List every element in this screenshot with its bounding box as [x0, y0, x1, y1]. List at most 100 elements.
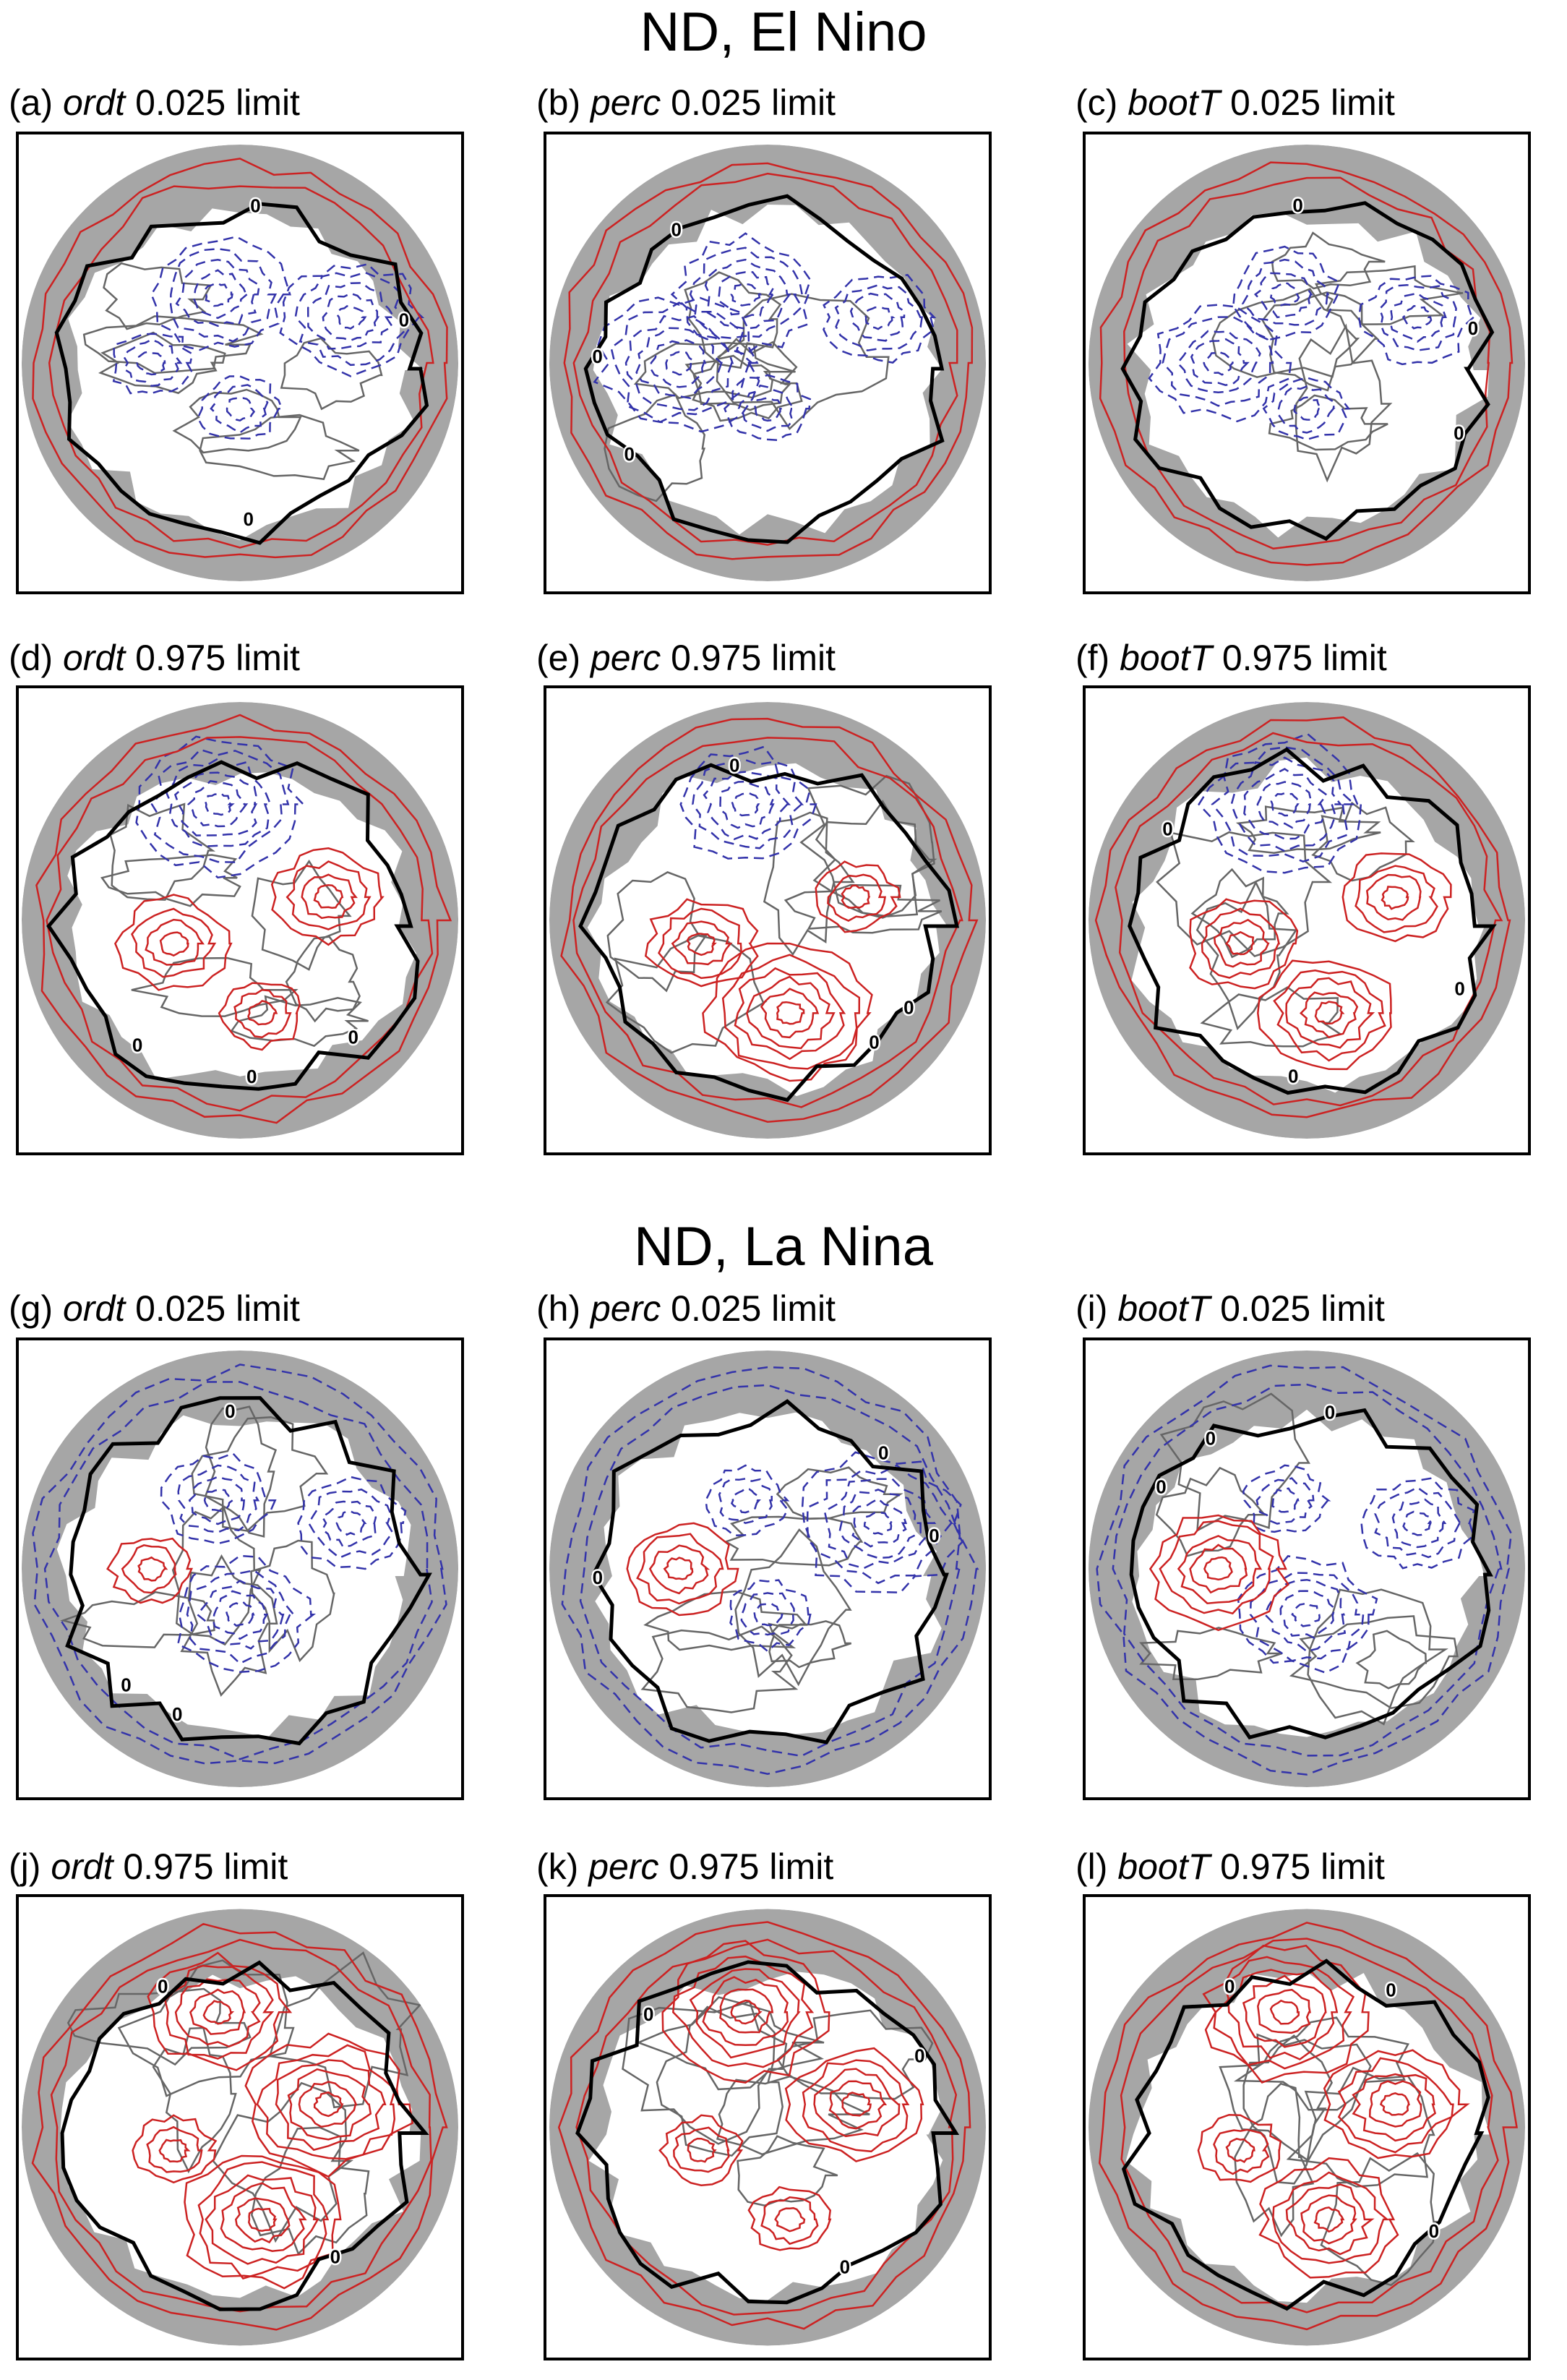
positive-contour: [687, 2137, 717, 2163]
negative-contour: [203, 1489, 236, 1512]
coastline: [734, 1528, 852, 1687]
outer-contour: [48, 185, 434, 549]
panel-letter: (k): [536, 1846, 589, 1887]
zero-contour-label: 0: [671, 218, 681, 240]
positive-contour: [760, 2196, 819, 2246]
panel-method: perc: [591, 1288, 661, 1329]
polar-projection-map: 000: [549, 1350, 986, 1787]
coastline: [180, 1554, 278, 1697]
negative-contour: [160, 1452, 277, 1545]
negative-contour: [730, 1487, 761, 1514]
negative-contour: [753, 397, 784, 422]
negative-contour: [740, 1592, 796, 1636]
unshaded-region: [67, 208, 424, 541]
negative-contour: [1270, 792, 1300, 817]
zero-contour-label: 0: [243, 508, 253, 530]
coastline: [1320, 2152, 1438, 2287]
positive-contour: [1257, 959, 1392, 1071]
polar-map-panel: 0 0 0: [1083, 1337, 1531, 1800]
positive-contour: [636, 1533, 724, 1605]
negative-contour: [670, 232, 812, 356]
coastline: [799, 774, 935, 917]
outer-contour: [563, 162, 974, 560]
outer-contour: [43, 1381, 433, 1760]
coastline: [1159, 1392, 1310, 1533]
negative-contour: [1269, 281, 1300, 307]
unshaded-region: [595, 1412, 942, 1735]
coastline: [1268, 394, 1388, 451]
positive-contour: [1257, 1988, 1311, 2034]
outer-contour: [1112, 1383, 1503, 1757]
negative-contour: [730, 283, 763, 307]
positive-contour: [247, 1000, 278, 1026]
positive-contour: [644, 898, 759, 988]
section-title-la-nina: ND, La Nina: [634, 1216, 933, 1277]
polar-map-panel: 0 0 0: [16, 132, 464, 594]
negative-contour: [1378, 283, 1457, 351]
positive-contour: [131, 907, 217, 978]
positive-contour: [270, 847, 385, 946]
coastline: [716, 2075, 870, 2156]
positive-contour: [626, 1522, 739, 1617]
polar-projection-map: 000: [22, 702, 458, 1139]
zero-contour: [575, 1960, 960, 2305]
coastline: [191, 1416, 329, 1532]
negative-contour: [122, 338, 183, 388]
zero-contour-label: 0: [348, 1026, 358, 1048]
negative-contour: [175, 259, 261, 328]
negative-contour: [204, 792, 235, 816]
negative-contour: [730, 792, 760, 817]
coastline: [268, 1951, 422, 2109]
zero-contour-label: 0: [1162, 818, 1172, 840]
positive-contour: [719, 1988, 774, 2034]
negative-contour: [1162, 316, 1274, 407]
positive-contour: [1213, 918, 1270, 968]
coastline: [1139, 1627, 1283, 1681]
zero-contour-label: 0: [729, 755, 739, 776]
positive-contour: [158, 2139, 191, 2163]
negative-contour: [150, 236, 291, 351]
polar-map-panel: 0 0 0: [544, 685, 992, 1155]
positive-contour: [841, 2092, 872, 2117]
negative-contour: [335, 305, 367, 330]
coastline: [1242, 2034, 1334, 2185]
panel-method: bootT: [1117, 1288, 1211, 1329]
negative-contour: [717, 271, 775, 319]
negative-contour: [1402, 1510, 1433, 1536]
coastline: [103, 262, 212, 330]
negative-contour: [197, 375, 283, 440]
negative-contour: [838, 1489, 922, 1559]
negative-contour: [1176, 330, 1261, 394]
polar-map-panel: 0 0 0: [1083, 685, 1531, 1155]
coastline: [622, 2000, 788, 2145]
outer-contour: [1120, 1938, 1499, 2313]
positive-contour: [1273, 969, 1386, 1062]
positive-contour: [286, 860, 372, 930]
panel-letter: (e): [536, 638, 591, 678]
zero-contour-label: 0: [624, 443, 634, 465]
positive-contour: [248, 2207, 278, 2232]
positive-contour: [1177, 1535, 1263, 1604]
polar-map-panel: 0 0 0: [1083, 132, 1531, 594]
negative-contour: [1374, 1486, 1462, 1559]
polar-projection-map: 000: [22, 1909, 458, 2346]
negative-contour: [863, 1512, 894, 1536]
panel-limit: 0.025 limit: [1220, 82, 1395, 123]
panel-limit: 0.025 limit: [125, 82, 300, 123]
negative-contour: [692, 758, 804, 849]
coastline: [1307, 1588, 1448, 1726]
negative-contour: [188, 1476, 246, 1525]
zero-contour-label: 0: [1468, 317, 1478, 339]
coastline: [1190, 868, 1289, 959]
positive-contour: [813, 2068, 901, 2138]
negative-contour: [1230, 756, 1343, 852]
positive-contour: [313, 884, 344, 909]
positive-contour: [121, 1544, 177, 1594]
negative-contour: [1262, 377, 1351, 441]
coastline: [204, 1405, 278, 1538]
zero-contour: [591, 1399, 949, 1745]
negative-contour: [176, 1554, 317, 1673]
panel-letter: (h): [536, 1288, 591, 1329]
positive-contour: [1337, 2057, 1454, 2154]
positive-contour: [828, 2080, 888, 2130]
